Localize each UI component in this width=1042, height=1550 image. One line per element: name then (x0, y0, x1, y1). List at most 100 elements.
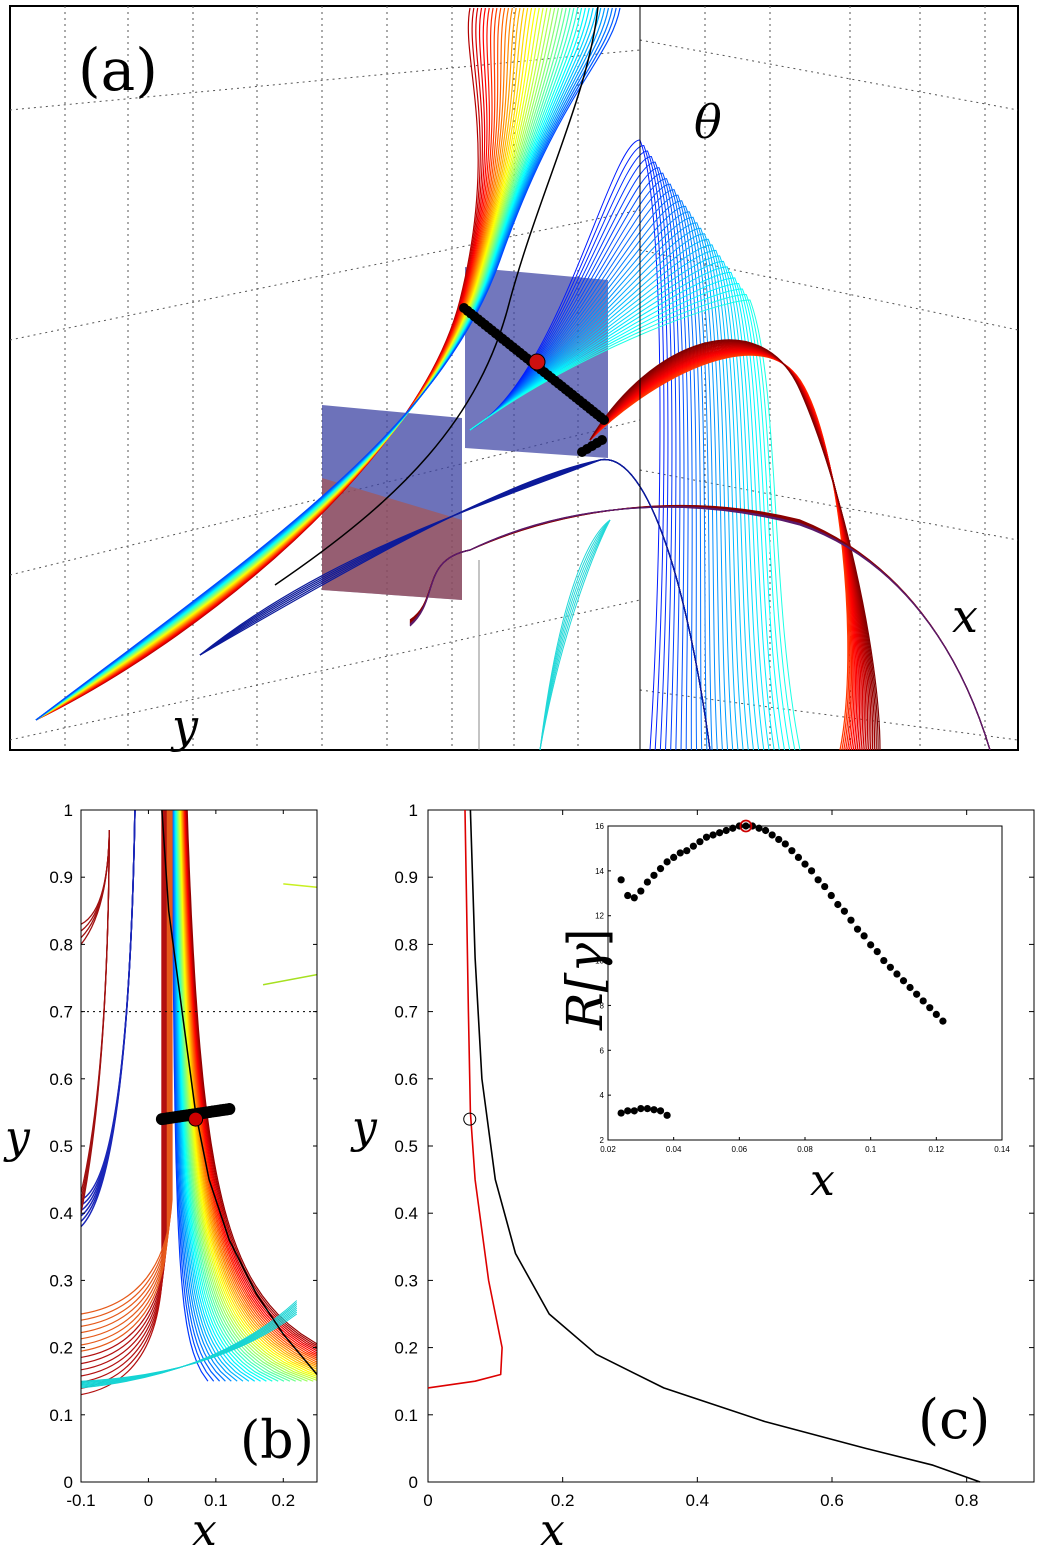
panel-c-xlabel: x (540, 1505, 565, 1550)
panel-c-ytick-label: 0.7 (394, 1003, 418, 1022)
panel-c-ytick-label: 0.5 (394, 1137, 418, 1156)
panel-b-trajectory (81, 830, 110, 1194)
inset-point (827, 891, 835, 900)
inset-point (814, 876, 822, 884)
inset-point (939, 1017, 947, 1025)
panel-c-ytick-label: 0.9 (394, 868, 418, 887)
inset-xtick-label: 0.04 (666, 1145, 682, 1154)
inset-point (762, 826, 770, 835)
panel-c-label: (c) (918, 1388, 990, 1451)
panel-c-inset: 0.02 0.04 0.06 0.08 0.1 0.12 0.14246810121416 … (556, 819, 1010, 1206)
inset-xtick-label: 0.08 (797, 1145, 813, 1154)
panel-a-trajectory (469, 255, 760, 750)
panel-a-trajectory (539, 519, 611, 750)
inset-ytick-label: 2 (600, 1136, 605, 1145)
inset-point (637, 1105, 645, 1113)
panel-a-marker-dot (599, 415, 609, 425)
panel-c-ytick-label: 0.4 (394, 1204, 418, 1223)
inset-point (853, 925, 862, 933)
panel-b-trajectory (81, 1300, 298, 1389)
panel-a-x-label: x (952, 589, 978, 643)
inset-point (788, 847, 796, 855)
panel-c-xtick-label: 0.2 (551, 1491, 575, 1510)
panel-b-xlabel: x (192, 1505, 217, 1550)
inset-point (696, 838, 704, 846)
panel-b-xtick-label: 0.2 (271, 1491, 295, 1510)
inset-point (860, 932, 868, 940)
panel-a-trajectory (469, 271, 775, 750)
panel-a-trajectory (469, 277, 780, 750)
panel-b-trajectory (283, 883, 317, 889)
inset-point (624, 891, 632, 900)
panel-b-plot: 00.10.20.30.40.50.60.70.80.91-0.1 0 0.1 0.2… (3, 801, 318, 1550)
panel-b-ytick-label: 0.8 (49, 935, 73, 954)
panel-b-trajectory (182, 810, 317, 1367)
panel-a-red-marker (528, 353, 546, 371)
panel-c-ytick-label: 0.8 (394, 935, 418, 954)
panel-a-trajectory (589, 339, 881, 750)
panel-a-reference-trajectory (274, 6, 599, 586)
panel-a-trajectory (469, 260, 765, 750)
panel-a-label: (a) (78, 36, 158, 104)
inset-point (742, 822, 750, 830)
panel-a-trajectory (35, 7, 621, 721)
panel-b-marker-line (155, 1103, 236, 1127)
panel-a-trajectory (409, 506, 991, 750)
inset-point (913, 990, 921, 998)
panel-a-trajectory (469, 238, 744, 750)
inset-point (716, 829, 724, 837)
panel-b-trajectory (81, 810, 173, 1315)
panel-b-xtick-label: -0.1 (66, 1491, 95, 1510)
panel-c-xtick-label: 0.8 (955, 1491, 979, 1510)
inset-point (768, 831, 776, 839)
panel-b-xtick-label: 0 (144, 1491, 153, 1510)
inset-point (650, 871, 658, 879)
panel-a-trajectory (469, 266, 770, 750)
panel-a-trajectories (35, 6, 991, 750)
panel-a-trajectory (469, 172, 685, 750)
panel-b-marker-dot (223, 1103, 236, 1116)
inset-point (617, 876, 625, 884)
inset-frame (607, 825, 1003, 1141)
inset-point (847, 916, 855, 924)
inset-point (932, 1010, 940, 1018)
inset-ticks: 0.02 0.04 0.06 0.08 0.1 0.12 0.14 2 4 6 8 10 12 14 16 (595, 822, 1010, 1154)
panel-a-trajectory (539, 519, 611, 750)
inset-point (840, 907, 848, 915)
inset-ylabel-bracket: ] (557, 929, 613, 943)
panel-b-ytick-label: 0.1 (49, 1406, 73, 1425)
inset-point (650, 1106, 658, 1114)
inset-point (899, 977, 908, 985)
inset-ytick-label: 8 (600, 1001, 605, 1010)
panel-b-ytick-label: 0.6 (49, 1070, 73, 1089)
inset-highlight-marker (739, 819, 753, 833)
inset-ylabel-r: R[ (556, 972, 614, 1031)
panel-b-reference-curve (161, 810, 317, 1375)
panel-a-trajectory (469, 233, 739, 750)
panel-b-xtick-label: 0.1 (204, 1491, 228, 1510)
panel-b-trajectory (81, 810, 172, 1321)
panel-b-ytick-label: 1 (64, 801, 73, 820)
inset-xtick-label: 0.06 (732, 1145, 748, 1154)
panel-b-trajectory (81, 810, 136, 1201)
panel-a-trajectory (469, 249, 754, 750)
inset-ytick-label: 4 (600, 1091, 605, 1100)
panel-a-trajectory (469, 293, 796, 750)
panel-c-curves (427, 809, 981, 1483)
panel-a-trajectory (539, 519, 611, 750)
inset-point (834, 900, 842, 909)
panel-b-trajectory (81, 830, 110, 1214)
inset-point (807, 867, 816, 875)
panel-b-trajectory (81, 810, 170, 1340)
panel-b-ylabel: y (3, 1112, 31, 1163)
inset-point (821, 882, 829, 891)
inset-ytick-label: 10 (595, 957, 604, 966)
panel-c-curve-black (469, 809, 981, 1483)
panel-b-trajectory (186, 810, 317, 1345)
panel-c-ytick-label: 1 (409, 801, 418, 820)
inset-point (702, 833, 711, 841)
inset-point (722, 826, 730, 835)
panel-a-trajectory (469, 178, 689, 750)
panel-a-marker-dot (597, 435, 607, 445)
inset-point (617, 1109, 625, 1117)
